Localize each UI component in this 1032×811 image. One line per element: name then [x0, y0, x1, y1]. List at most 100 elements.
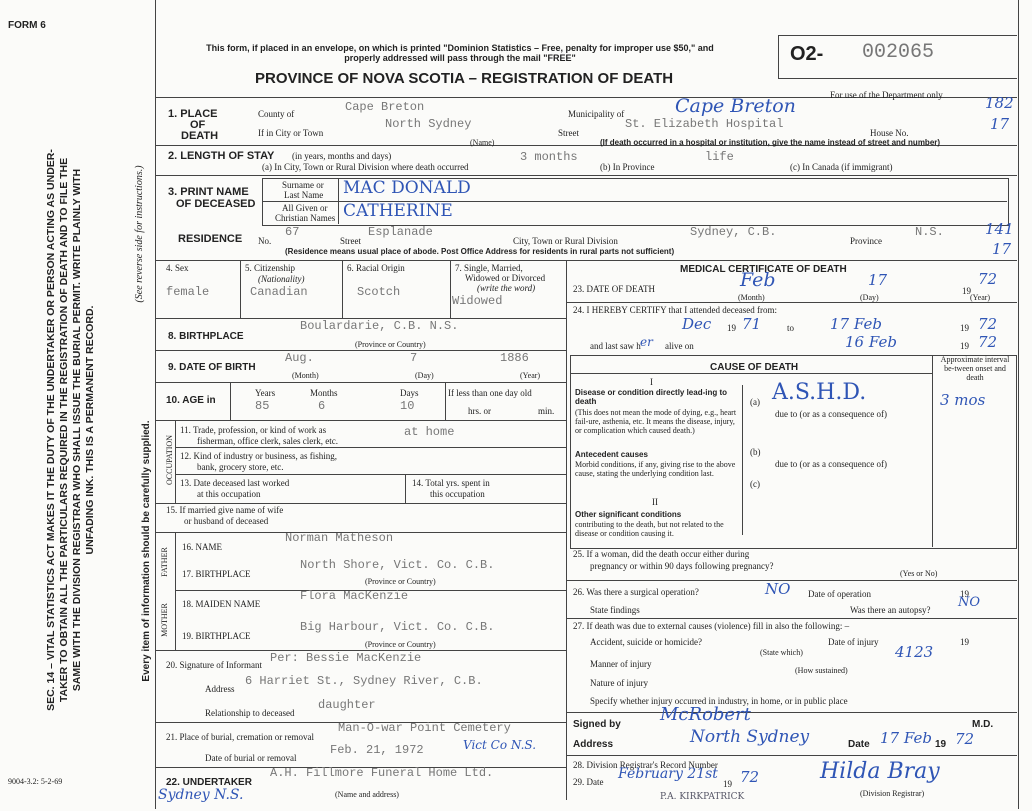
field-label: 15. If married give name of wife: [166, 505, 284, 515]
field-hint: (Name and address): [335, 790, 399, 799]
field-label: 17. BIRTHPLACE: [182, 569, 251, 579]
field-value: Dec: [682, 315, 712, 333]
field-label: 19: [962, 286, 971, 296]
field-label: Was there an autopsy?: [850, 605, 931, 615]
section-label: MOTHER: [160, 603, 169, 637]
field-value: Per: Bessie MacKenzie: [270, 651, 422, 665]
field-value: 72: [740, 768, 760, 786]
form-id: FORM 6: [8, 20, 46, 31]
reg-prefix: O2-: [790, 43, 824, 65]
field-value: 17 Feb: [830, 315, 882, 333]
field-label: 20. Signature of Informant: [166, 660, 262, 670]
field-value: 72: [978, 270, 998, 288]
field-hint: (write the word): [477, 283, 536, 293]
rule: [175, 447, 566, 448]
section-label: OCCUPATION: [165, 435, 174, 485]
field-value: NO: [765, 580, 791, 598]
field-label: 9. DATE OF BIRTH: [168, 362, 256, 373]
field-label: (b) In Province: [600, 162, 655, 172]
field-value: 3 mos: [940, 391, 986, 409]
field-label: 26. Was there a surgical operation?: [573, 587, 699, 597]
field-label: (b): [750, 447, 761, 457]
field-label: Province: [850, 236, 882, 246]
rule: [155, 722, 566, 723]
field-label: hrs. or: [468, 406, 491, 416]
field-label: Antecedent causes: [575, 450, 648, 459]
field-hint: (Year): [520, 371, 541, 380]
field-label: 23. DATE OF DEATH: [573, 284, 655, 294]
rule: [155, 260, 1017, 261]
field-value: Man-O-war Point Cemetery: [338, 721, 511, 735]
field-value: 3 months: [520, 150, 578, 164]
field-label: (a) In City, Town or Rural Division wher…: [262, 162, 469, 172]
field-label: 14. Total yrs. spent in: [412, 478, 490, 488]
field-label: 24. I HEREBY CERTIFY that I attended dec…: [573, 305, 777, 315]
field-label: 19: [727, 323, 736, 333]
field-hint: (Day): [415, 371, 434, 380]
field-label: Disease or condition directly lead-ing t…: [575, 388, 728, 406]
field-label: OF DECEASED: [176, 198, 256, 210]
rule: [155, 382, 566, 383]
rule: [155, 767, 566, 768]
field-label: No.: [258, 236, 272, 246]
field-label: (c) In Canada (if immigrant): [790, 162, 893, 172]
field-hint: (in years, months and days): [292, 151, 392, 161]
field-label: 19. BIRTHPLACE: [182, 631, 251, 641]
field-value: Scotch: [357, 285, 401, 299]
statute-notice: SEC. 14 – VITAL STATISTICS ACT MAKES IT …: [45, 149, 97, 711]
field-label: Address: [573, 739, 614, 750]
field-value: St. Elizabeth Hospital: [625, 117, 784, 131]
rule: [566, 580, 1017, 581]
field-value: Sydney N.S.: [158, 787, 244, 803]
field-label: If in City or Town: [258, 128, 324, 138]
reg-number: 002065: [862, 41, 935, 64]
field-value: 1886: [500, 351, 529, 365]
part-label: I: [650, 377, 653, 387]
field-hint: (Province or Country): [365, 640, 436, 649]
field-label: Other significant conditions: [575, 510, 682, 519]
rule: [566, 260, 567, 800]
rule: [175, 532, 176, 650]
field-label: 19: [960, 341, 969, 351]
form-title: PROVINCE OF NOVA SCOTIA – REGISTRATION O…: [255, 70, 674, 87]
field-label: Date of burial or removal: [205, 753, 297, 763]
field-label: this occupation: [430, 489, 485, 499]
field-value: 71: [742, 315, 762, 333]
field-value: Aug.: [285, 351, 314, 365]
field-hint: (Nationality): [258, 274, 305, 284]
dept-code: 182: [985, 94, 1014, 112]
field-label: 25. If a woman, did the death occur eith…: [573, 549, 750, 559]
field-label: State findings: [590, 605, 640, 615]
rule: [450, 260, 451, 318]
field-hint: (Province or Country): [365, 577, 436, 586]
field-hint: (State which): [760, 648, 803, 657]
rule: [742, 385, 743, 535]
field-label: Date of operation: [808, 589, 871, 599]
field-label: at this occupation: [197, 489, 261, 499]
field-value: P.A. KIRKPATRICK: [660, 792, 745, 802]
field-hint: (How sustained): [795, 666, 848, 675]
field-value: 6: [318, 399, 326, 413]
dept-note: For use of the Department only: [830, 90, 943, 100]
field-value: A.H. Fillmore Funeral Home Ltd.: [270, 766, 494, 780]
field-label: 18. MAIDEN NAME: [182, 599, 261, 609]
field-value: 72: [955, 730, 975, 748]
field-label: 27. If death was due to external causes …: [573, 621, 850, 631]
field-label: 19: [935, 739, 947, 750]
field-label: Relationship to deceased: [205, 708, 295, 718]
rule: [342, 260, 343, 318]
field-value: Boulardarie, C.B. N.S.: [300, 319, 459, 333]
rule: [566, 302, 1017, 303]
field-label: DEATH: [181, 130, 219, 142]
dept-code: 141: [985, 220, 1014, 238]
rule: [566, 618, 1017, 619]
field-label: RESIDENCE: [178, 233, 243, 245]
field-value: Feb. 21, 1972: [330, 743, 424, 757]
field-value: Widowed: [452, 294, 503, 308]
rule: [155, 175, 1017, 176]
field-value: life: [705, 150, 734, 164]
field-label: Years: [255, 388, 276, 398]
field-label: fisherman, office clerk, sales clerk, et…: [197, 436, 339, 446]
rule: [175, 590, 566, 591]
field-hint: Morbid conditions, if any, giving rise t…: [575, 460, 736, 478]
